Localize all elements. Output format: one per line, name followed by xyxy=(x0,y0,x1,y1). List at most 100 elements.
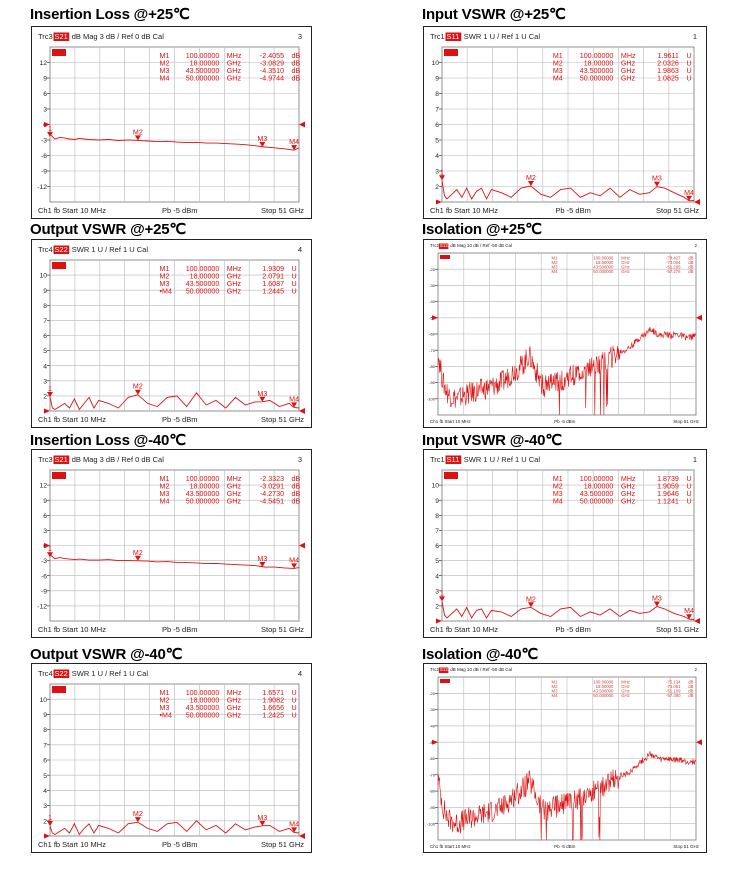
y-tick-label: -100 xyxy=(427,396,436,401)
y-tick-label: 7 xyxy=(435,107,439,114)
y-tick-label: 3 xyxy=(43,528,47,535)
marker-name: M2 xyxy=(553,60,563,68)
param-badge xyxy=(438,667,449,673)
marker-freq: 18.00000 xyxy=(190,60,220,68)
marker-value: -4.3510 xyxy=(260,67,284,75)
format-label: SWR 1 U / Ref 1 U Cal xyxy=(464,455,541,464)
marker-value-unit: U xyxy=(292,265,297,273)
trace-label: Trc2 xyxy=(430,667,439,672)
marker-value-unit: dB xyxy=(688,255,693,260)
y-tick-label: 8 xyxy=(435,513,439,520)
data-trace-line xyxy=(437,751,697,841)
y-tick-label: 3 xyxy=(43,378,47,385)
marker-freq: 50.000000 xyxy=(593,269,614,274)
marker-freq-unit: GHz xyxy=(227,697,242,705)
trace-marker xyxy=(134,135,141,141)
trace-marker xyxy=(527,602,534,608)
marker-freq: 50.000000 xyxy=(186,498,220,506)
y-tick-label: 5 xyxy=(435,138,439,145)
y-tick-label: 8 xyxy=(435,91,439,98)
start-label: Ch1 fb Start 10 MHz xyxy=(430,625,498,634)
marker-value-unit: U xyxy=(292,288,297,296)
format-label: dB Mag 3 dB / Ref 0 dB Cal xyxy=(72,455,164,464)
reference-arrow-left xyxy=(436,618,442,624)
y-tick-label: 9 xyxy=(43,288,47,295)
scale-badge xyxy=(444,472,458,479)
marker-value-unit: dB xyxy=(292,490,301,498)
marker-value-unit: dB xyxy=(292,483,301,491)
marker-value-unit: U xyxy=(686,490,691,498)
marker-name: M4 xyxy=(553,498,563,506)
trace-marker-label: 1 xyxy=(48,814,52,822)
trace-label: Trc1 xyxy=(430,455,445,464)
marker-freq-unit: MHz xyxy=(227,689,242,697)
trace-marker-label: M4 xyxy=(684,189,694,197)
data-trace-line xyxy=(441,601,695,620)
trace-marker-label: M2 xyxy=(133,383,143,391)
marker-freq-unit: GHz xyxy=(227,498,242,506)
scale-badge xyxy=(52,49,66,56)
marker-freq-unit: MHz xyxy=(227,52,242,60)
trace-marker xyxy=(259,396,266,402)
marker-freq-unit: GHz xyxy=(621,269,630,274)
y-tick-label: 5 xyxy=(43,773,47,780)
marker-value: 1.8739 xyxy=(657,475,679,483)
trace-marker xyxy=(259,820,266,826)
marker-freq-unit: MHz xyxy=(621,475,636,483)
trace-marker xyxy=(47,552,53,558)
marker-name: M3 xyxy=(160,704,170,712)
marker-freq: 18.00000 xyxy=(596,260,614,265)
marker-freq: 100.00000 xyxy=(580,52,614,60)
y-tick-label: -12 xyxy=(37,604,47,611)
y-tick-label: 4 xyxy=(43,363,47,370)
marker-value: -2.3323 xyxy=(260,475,284,483)
marker-name: M1 xyxy=(552,255,559,260)
marker-name: M4 xyxy=(160,75,170,83)
marker-value-unit: U xyxy=(292,273,297,281)
y-tick-label: 6 xyxy=(43,91,47,98)
start-label: Ch1 fb Start 10 MHz xyxy=(38,625,106,634)
marker-value: -57.390 xyxy=(666,693,681,698)
trace-marker-label: M4 xyxy=(289,820,299,828)
y-tick-label: 6 xyxy=(43,758,47,765)
marker-freq-unit: MHz xyxy=(227,265,242,273)
trace-label: Trc2 xyxy=(430,243,439,248)
marker-value-unit: U xyxy=(686,67,691,75)
marker-name: M3 xyxy=(552,264,559,269)
marker-freq: 43.500000 xyxy=(580,490,614,498)
channel-number: 2 xyxy=(694,667,697,672)
marker-name: M4 xyxy=(553,75,563,83)
reference-arrow xyxy=(299,408,305,414)
param-badge xyxy=(445,455,462,464)
stop-label: Stop 51 GHz xyxy=(261,415,304,424)
marker-value-unit: U xyxy=(686,498,691,506)
y-tick-label: -80 xyxy=(429,364,436,369)
y-tick-label: 3 xyxy=(43,107,47,114)
scale-badge xyxy=(444,49,458,56)
format-label: SWR 1 U / Ref 1 U Cal xyxy=(72,245,149,254)
marker-freq-unit: GHz xyxy=(227,60,242,68)
marker-value-unit: U xyxy=(686,60,691,68)
marker-value-unit: U xyxy=(686,52,691,60)
y-tick-label: 9 xyxy=(43,712,47,719)
marker-freq-unit: GHz xyxy=(227,280,242,288)
marker-value: -61.205 xyxy=(666,264,681,269)
param-badge xyxy=(53,32,70,41)
stop-label: Stop 51 GHz xyxy=(673,419,700,424)
y-tick-label: 9 xyxy=(43,76,47,83)
param-label: S11 xyxy=(447,455,460,464)
marker-value: -78.427 xyxy=(666,255,681,260)
param-badge xyxy=(53,245,70,254)
trace-marker-label: 1 xyxy=(48,125,52,133)
reference-arrow xyxy=(694,618,700,624)
channel-number: 3 xyxy=(298,455,302,464)
marker-freq-unit: GHz xyxy=(621,693,630,698)
trace-marker-label: M3 xyxy=(652,595,662,603)
format-label: dB Mag 10 dB / Ref -50 dB Cal xyxy=(450,667,512,672)
channel-number: 4 xyxy=(298,669,302,678)
marker-value-unit: U xyxy=(292,712,297,720)
marker-value: -4.2730 xyxy=(260,490,284,498)
marker-name: M3 xyxy=(553,490,563,498)
power-label: Pb -5 dBm xyxy=(162,840,197,849)
y-tick-label: 2 xyxy=(43,394,47,401)
